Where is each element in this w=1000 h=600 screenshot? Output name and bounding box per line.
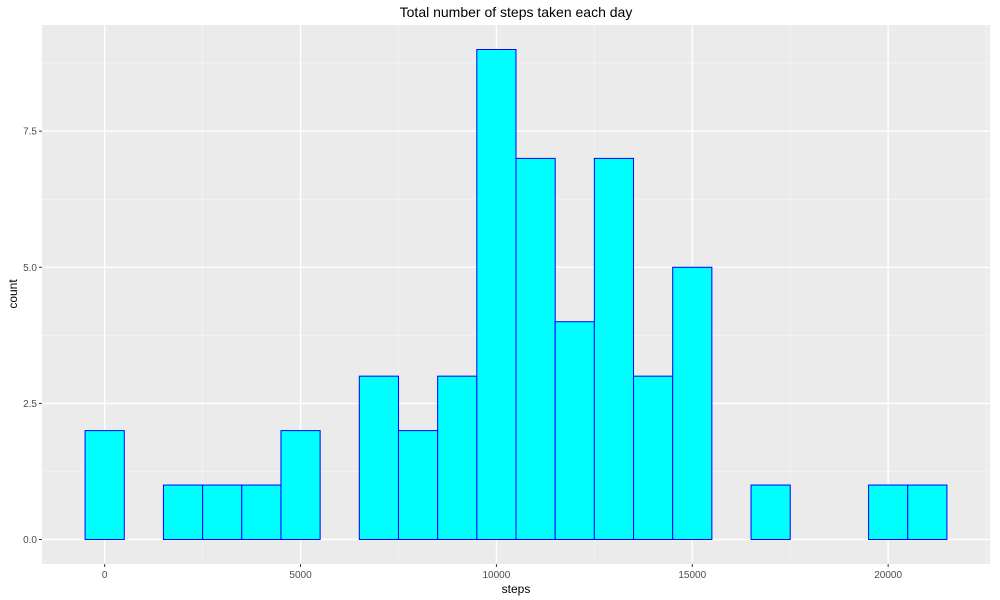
x-tick-label: 15000 bbox=[678, 570, 706, 581]
histogram-bar bbox=[554, 321, 595, 540]
y-axis-title: count bbox=[6, 279, 20, 309]
histogram-bar bbox=[515, 157, 556, 540]
histogram-bar bbox=[672, 266, 713, 540]
histogram-bar bbox=[280, 430, 321, 540]
histogram-bar bbox=[241, 484, 282, 540]
x-tick-label: 5000 bbox=[289, 570, 312, 581]
y-axis-ticks: 0.0 2.5 5.0 7.5 bbox=[23, 127, 42, 546]
histogram-bar bbox=[84, 430, 125, 540]
y-tick-label: 2.5 bbox=[23, 399, 37, 410]
y-tick-label: 7.5 bbox=[23, 127, 37, 138]
histogram-bar bbox=[907, 484, 948, 540]
y-tick-label: 5.0 bbox=[23, 263, 37, 274]
histogram-bar bbox=[868, 484, 909, 540]
x-axis-title: steps bbox=[502, 582, 531, 596]
histogram-bar bbox=[202, 484, 243, 540]
histogram-bar bbox=[476, 49, 517, 540]
y-tick-label: 0.0 bbox=[23, 535, 37, 546]
histogram-bar bbox=[162, 484, 204, 540]
histogram-bar bbox=[750, 484, 791, 540]
histogram-bar bbox=[437, 375, 478, 540]
histogram-bar bbox=[593, 157, 635, 540]
x-axis-ticks: 0 5000 10000 15000 20000 bbox=[102, 564, 902, 581]
histogram-bar bbox=[358, 375, 399, 540]
histogram-bar bbox=[397, 430, 439, 540]
x-tick-label: 10000 bbox=[483, 570, 511, 581]
histogram-bar bbox=[633, 375, 674, 540]
chart-title: Total number of steps taken each day bbox=[400, 4, 633, 20]
x-tick-label: 20000 bbox=[874, 570, 902, 581]
histogram-bars bbox=[84, 49, 948, 540]
x-tick-label: 0 bbox=[102, 570, 108, 581]
